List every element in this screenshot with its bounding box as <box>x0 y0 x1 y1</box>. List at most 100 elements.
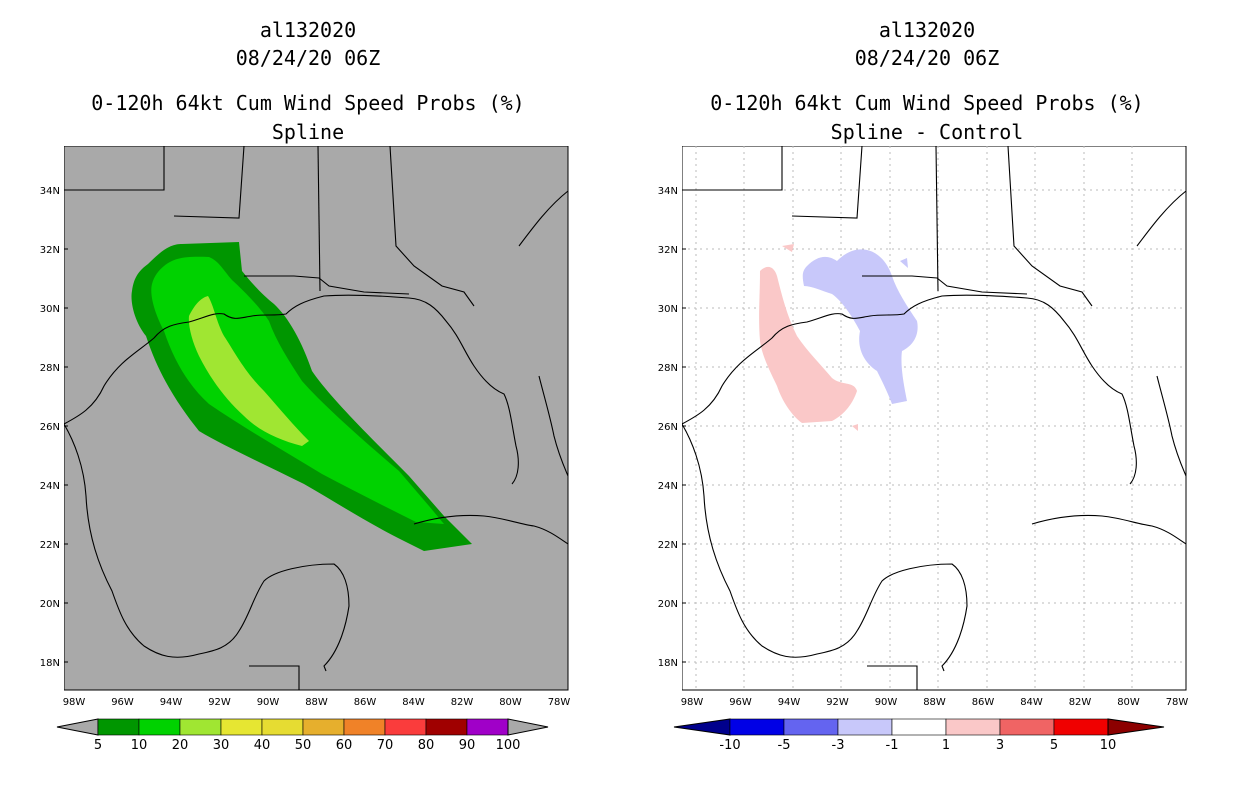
right-lon-label: 88W <box>923 697 946 708</box>
colorbar-swatch <box>891 718 947 736</box>
colorbar-swatch <box>999 718 1055 736</box>
colorbar-swatch <box>466 718 509 736</box>
left-lon-label: 90W <box>257 697 280 708</box>
right-lat-label: 28N <box>658 363 678 374</box>
colorbar-swatch <box>783 718 839 736</box>
colorbar-label: 70 <box>377 738 394 752</box>
diff-negative-region <box>802 249 918 404</box>
colorbar-swatch <box>343 718 386 736</box>
left-lat-label: 32N <box>40 245 60 256</box>
right-lon-label: 80W <box>1117 697 1140 708</box>
colorbar-label: 10 <box>131 738 148 752</box>
right-lat-label: 26N <box>658 422 678 433</box>
right-coastlines <box>682 146 1187 690</box>
colorbar-label: 50 <box>295 738 312 752</box>
right-lon-label: 94W <box>778 697 801 708</box>
right-lat-label: 22N <box>658 540 678 551</box>
right-lon-label: 78W <box>1166 697 1189 708</box>
right-storm-id: al132020 <box>878 18 976 42</box>
colorbar-swatch <box>261 718 304 736</box>
right-map-grid <box>682 146 1186 690</box>
left-method-title: Spline <box>271 120 345 144</box>
colorbar-label: 40 <box>254 738 271 752</box>
colorbar-swatch <box>97 718 140 736</box>
left-datetime: 08/24/20 06Z <box>235 46 381 70</box>
left-lon-label: 86W <box>354 697 377 708</box>
colorbar-swatch <box>729 718 785 736</box>
left-lon-label: 92W <box>208 697 231 708</box>
right-datetime: 08/24/20 06Z <box>854 46 1000 70</box>
left-lat-label: 20N <box>40 599 60 610</box>
left-lon-label: 78W <box>548 697 571 708</box>
right-lat-label: 32N <box>658 245 678 256</box>
colorbar-swatch <box>384 718 427 736</box>
left-lon-label: 98W <box>63 697 86 708</box>
diff-negative-small <box>900 258 908 268</box>
colorbar-label: -1 <box>886 738 899 752</box>
colorbar-label: 60 <box>336 738 353 752</box>
colorbar-label: 90 <box>459 738 476 752</box>
left-lon-label: 88W <box>305 697 328 708</box>
right-map <box>682 146 1187 691</box>
left-lat-label: 34N <box>40 186 60 197</box>
colorbar-label: 80 <box>418 738 435 752</box>
left-lat-label: 28N <box>40 363 60 374</box>
left-lon-label: 96W <box>111 697 134 708</box>
left-lon-label: 82W <box>451 697 474 708</box>
right-lat-label: 18N <box>658 658 678 669</box>
right-lat-label: 30N <box>658 304 678 315</box>
colorbar-label: -10 <box>719 738 740 752</box>
colorbar-label: 5 <box>1050 738 1058 752</box>
right-lon-label: 82W <box>1069 697 1092 708</box>
right-lon-label: 90W <box>875 697 898 708</box>
diff-positive-dot <box>852 424 858 431</box>
prob-contour-10-20 <box>151 256 444 524</box>
right-lat-label: 20N <box>658 599 678 610</box>
right-lon-label: 86W <box>972 697 995 708</box>
right-lat-label: 34N <box>658 186 678 197</box>
colorbar-right-arrow <box>507 718 549 736</box>
colorbar-swatch <box>220 718 263 736</box>
left-lat-label: 22N <box>40 540 60 551</box>
diff-positive-region <box>759 266 857 423</box>
right-method-title: Spline - Control <box>830 120 1024 144</box>
colorbar-left-arrow <box>56 718 99 736</box>
colorbar-label: 100 <box>496 738 521 752</box>
colorbar-swatch <box>837 718 893 736</box>
colorbar-swatch <box>179 718 222 736</box>
colorbar-label: 10 <box>1100 738 1117 752</box>
left-map <box>64 146 569 691</box>
left-lon-label: 84W <box>402 697 425 708</box>
right-map-background <box>682 146 1187 691</box>
right-lon-label: 84W <box>1020 697 1043 708</box>
right-lon-label: 98W <box>681 697 704 708</box>
colorbar-swatch <box>1053 718 1109 736</box>
diff-positive-small <box>782 244 794 252</box>
colorbar-right-arrow <box>1107 718 1165 736</box>
left-lat-label: 24N <box>40 481 60 492</box>
colorbar-label: 5 <box>94 738 102 752</box>
colorbar-label: 30 <box>213 738 230 752</box>
colorbar-swatch <box>302 718 345 736</box>
prob-contour-20-30 <box>188 296 309 446</box>
left-lon-label: 94W <box>160 697 183 708</box>
left-lat-label: 26N <box>40 422 60 433</box>
colorbar-left-arrow <box>673 718 731 736</box>
left-storm-id: al132020 <box>259 18 357 42</box>
colorbar-label: -3 <box>832 738 845 752</box>
left-colorbar: 5 10 20 30 40 50 60 70 80 90 100 <box>56 718 549 752</box>
left-lat-label: 30N <box>40 304 60 315</box>
right-product-title: 0-120h 64kt Cum Wind Speed Probs (%) <box>710 91 1144 115</box>
colorbar-label: -5 <box>778 738 791 752</box>
right-lat-label: 24N <box>658 481 678 492</box>
left-product-title: 0-120h 64kt Cum Wind Speed Probs (%) <box>91 91 525 115</box>
left-coastlines <box>64 146 569 690</box>
right-lon-label: 92W <box>826 697 849 708</box>
colorbar-swatch <box>138 718 181 736</box>
colorbar-label: 20 <box>172 738 189 752</box>
right-colorbar: -10 -5 -3 -1 1 3 5 10 <box>673 718 1165 752</box>
colorbar-swatch <box>945 718 1001 736</box>
left-lon-label: 80W <box>499 697 522 708</box>
right-lon-label: 96W <box>729 697 752 708</box>
